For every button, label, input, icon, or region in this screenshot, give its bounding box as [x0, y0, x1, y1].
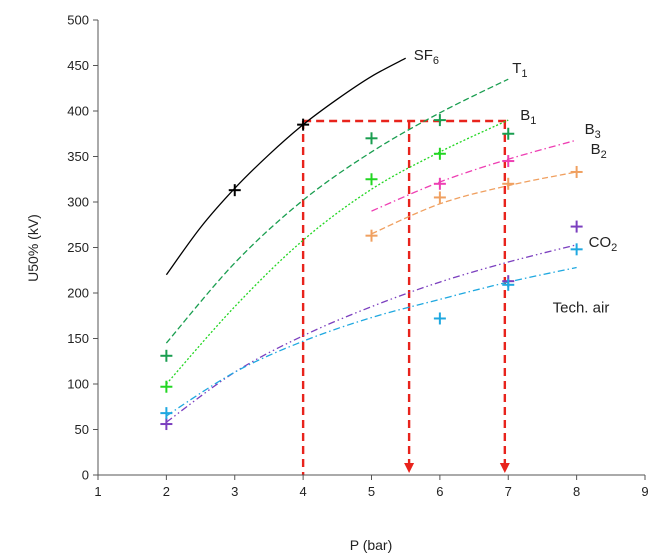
x-axis-label: P (bar)	[350, 537, 393, 553]
data-point-b2	[570, 165, 583, 178]
fit-curve-tech-air	[166, 266, 577, 417]
data-point-tech-air	[160, 407, 173, 420]
y-tick-label: 250	[67, 240, 89, 255]
annotation-arrowhead-2	[404, 463, 415, 473]
data-point-sf6	[297, 118, 310, 131]
data-point-b2	[433, 191, 446, 204]
fit-curve-b1	[165, 119, 509, 385]
y-axis-label: U50% (kV)	[25, 214, 41, 282]
data-point-co2	[570, 220, 583, 233]
data-points	[160, 114, 583, 431]
fit-curves	[165, 57, 577, 423]
fit-curve-b3	[371, 139, 577, 212]
x-tick-label: 8	[573, 484, 580, 499]
series-label-t1: T1	[512, 60, 527, 80]
data-point-sf6	[228, 184, 241, 197]
fit-curve-sf6	[165, 57, 406, 276]
y-tick-label: 400	[67, 104, 89, 119]
data-point-b3	[433, 177, 446, 190]
data-point-b1	[433, 147, 446, 160]
data-point-t1	[160, 349, 173, 362]
series-label-b2: B2	[591, 141, 607, 161]
data-point-b2	[365, 229, 378, 242]
annotation-arrowhead-3	[499, 463, 510, 473]
y-tick-label: 50	[75, 422, 89, 437]
y-tick-label: 350	[67, 149, 89, 164]
data-point-co2	[160, 418, 173, 431]
x-tick-label: 7	[505, 484, 512, 499]
y-tick-label: 150	[67, 331, 89, 346]
y-tick-label: 450	[67, 58, 89, 73]
fit-curve-t1	[165, 78, 509, 344]
x-tick-label: 9	[641, 484, 648, 499]
series-label-b1: B1	[520, 107, 536, 127]
x-tick-label: 2	[163, 484, 170, 499]
fit-curve-co2	[165, 244, 577, 423]
x-tick-label: 3	[231, 484, 238, 499]
x-tick-label: 5	[368, 484, 375, 499]
data-point-b2	[502, 177, 515, 190]
data-point-t1	[433, 114, 446, 127]
y-tick-label: 100	[67, 377, 89, 392]
data-point-tech-air	[433, 312, 446, 325]
y-tick-label: 500	[67, 13, 89, 28]
y-tick-label: 0	[82, 468, 89, 483]
data-point-b3	[502, 155, 515, 168]
fit-curve-b2	[371, 171, 577, 235]
data-point-tech-air	[502, 278, 515, 291]
series-label-b3: B3	[585, 121, 601, 141]
data-point-b1	[365, 173, 378, 186]
series-label-sf6: SF6	[414, 47, 439, 67]
data-point-b1	[160, 380, 173, 393]
data-point-t1	[365, 132, 378, 145]
series-label-tech-air: Tech. air	[553, 300, 610, 317]
data-point-tech-air	[570, 243, 583, 256]
x-tick-label: 4	[300, 484, 307, 499]
series-label-co2: CO2	[589, 234, 618, 254]
y-tick-label: 200	[67, 286, 89, 301]
data-point-t1	[502, 127, 515, 140]
x-tick-label: 6	[436, 484, 443, 499]
x-tick-label: 1	[94, 484, 101, 499]
annotation-layer	[301, 119, 510, 475]
y-tick-label: 300	[67, 195, 89, 210]
axes: 1 2 3 4 5 6 7 8 9 0 50 100 150 200 250 300 350 400 450 500	[67, 13, 648, 500]
